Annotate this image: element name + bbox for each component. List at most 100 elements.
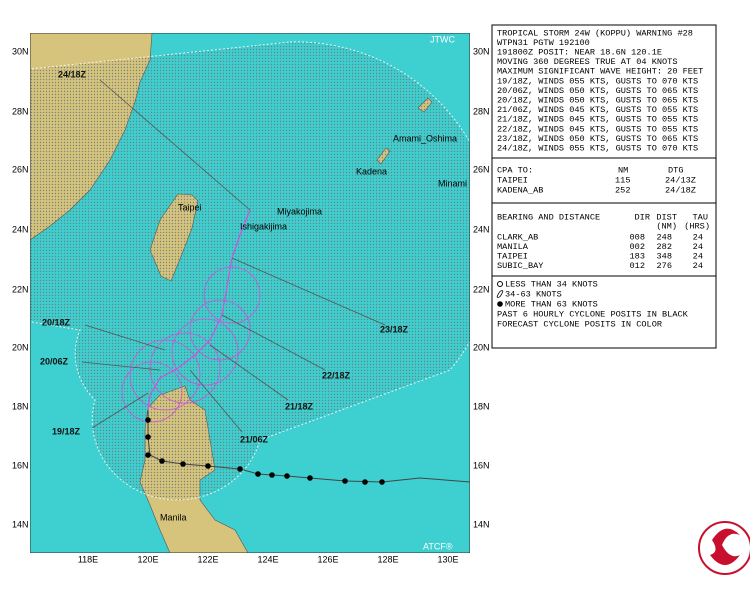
warning-line: 24/18Z, WINDS 055 KTS, GUSTS TO 070 KTS [497,143,698,153]
logo [698,521,750,575]
lat-label: 28N [473,106,490,116]
info-box [491,24,717,349]
lat-label: 20N [473,342,490,352]
bearing-unit: (NM) [656,221,677,231]
forecast-label: 21/18Z [285,401,314,411]
warning-line: 21/06Z, WINDS 045 KTS, GUSTS TO 055 KTS [497,105,698,115]
bearing-cell: 008 [630,232,645,242]
lat-label: 28N [12,106,29,116]
lat-label: 20N [12,342,29,352]
lat-label: 14N [12,519,29,529]
legend-text: MORE THAN 63 KNOTS [505,299,598,309]
legend-symbol [496,290,504,298]
forecast-label: 23/18Z [380,324,409,334]
forecast-label: 22/18Z [322,370,351,380]
bearing-cell: 348 [657,251,672,261]
legend-text: FORECAST CYCLONE POSITS IN COLOR [497,319,662,329]
place-label: Minami [438,178,467,188]
legend-text: PAST 6 HOURLY CYCLONE POSITS IN BLACK [497,309,689,319]
bearing-header: DIR [635,212,650,222]
cpa-cell: TAIPEI [497,175,528,185]
place-label: Manila [160,512,187,522]
lon-label: 118E [78,554,98,564]
legend-symbol [497,281,503,287]
leader-line [221,314,326,371]
lat-label: 30N [12,46,29,56]
warning-line: TROPICAL STORM 24W (KOPPU) WARNING #28 [497,28,693,38]
bearing-cell: CLARK_AB [497,232,538,242]
legend-text: LESS THAN 34 KNOTS [505,279,598,289]
forecast-label: 21/06Z [240,434,269,444]
lat-label: 14N [473,519,490,529]
bearing-cell: 183 [630,251,645,261]
bearing-cell: 012 [630,261,645,271]
warning-line: MAXIMUM SIGNIFICANT WAVE HEIGHT: 20 FEET [497,67,703,77]
leader-line [231,257,386,326]
cpa-cell: KADENA_AB [497,185,543,195]
bearing-header: TAU [693,212,708,222]
leader-line [84,324,166,351]
place-label: Kadena [356,166,387,176]
lat-label: 16N [12,460,29,470]
bearing-cell: MANILA [497,242,529,252]
cpa-cell: 24/13Z [665,175,696,185]
lon-label: 120E [137,554,158,564]
forecast-label: 20/18Z [42,317,71,327]
bearing-cell: 282 [657,242,672,252]
bearing-cell: 24 [693,242,703,252]
warning-line: 191800Z POSIT: NEAR 18.6N 120.1E [497,47,662,57]
bearing-cell: SUBIC_BAY [497,261,543,271]
cpa-header: DTG [668,165,683,175]
lat-label: 18N [473,401,490,411]
lat-label: 22N [473,284,490,294]
cpa-header: CPA TO: [497,165,533,175]
place-label: Ishigakijima [240,221,287,231]
forecast-track [147,209,251,411]
corner-label: ATCF® [423,541,453,551]
corner-label: JTWC [430,34,455,44]
warning-line: 21/18Z, WINDS 045 KTS, GUSTS TO 055 KTS [497,115,698,125]
leader-line [81,361,161,371]
bearing-cell: 002 [630,242,645,252]
lat-label: 24N [12,224,29,234]
bearing-cell: 276 [657,261,672,271]
warning-line: MOVING 360 DEGREES TRUE AT 04 KNOTS [497,57,678,67]
leader-line [189,369,243,433]
warning-line: 19/18Z, WINDS 055 KTS, GUSTS TO 070 KTS [497,76,698,86]
warning-line: WTPN31 PGTW 192100 [497,38,590,48]
lat-label: 30N [473,46,490,56]
lat-label: 18N [12,401,29,411]
bearing-unit: (HRS) [684,221,710,231]
lon-label: 126E [317,554,338,564]
bearing-cell: 24 [693,261,703,271]
lat-label: 26N [473,164,490,174]
lat-label: 22N [12,284,29,294]
warning-line: 23/18Z, WINDS 050 KTS, GUSTS TO 065 KTS [497,134,698,144]
lon-label: 124E [257,554,278,564]
leader-line [99,79,251,211]
cpa-header: NM [618,165,628,175]
legend-text: 34-63 KNOTS [505,289,562,299]
place-label: Miyakojima [277,206,322,216]
past-posits [145,417,385,485]
forecast-label: 24/18Z [58,69,87,79]
info-text: TROPICAL STORM 24W (KOPPU) WARNING #28WT… [496,28,710,329]
warning-line: 20/18Z, WINDS 050 KTS, GUSTS TO 065 KTS [497,95,698,105]
lat-label: 26N [12,164,29,174]
leader-line [91,392,149,429]
place-label: Amami_Oshima [393,133,457,143]
legend-symbol [497,301,503,307]
bearing-cell: 248 [657,232,672,242]
forecast-label: 19/18Z [52,426,81,436]
cpa-cell: 24/18Z [665,185,696,195]
bearing-cell: TAIPEI [497,251,528,261]
lon-label: 130E [437,554,458,564]
bearing-header: DIST [656,212,677,222]
lon-label: 122E [197,554,218,564]
bearing-header: BEARING AND DISTANCE [497,212,600,222]
warning-line: 22/18Z, WINDS 045 KTS, GUSTS TO 055 KTS [497,124,698,134]
cpa-cell: 115 [615,175,630,185]
bearing-cell: 24 [693,232,703,242]
cpa-cell: 252 [615,185,630,195]
lat-label: 24N [473,224,490,234]
